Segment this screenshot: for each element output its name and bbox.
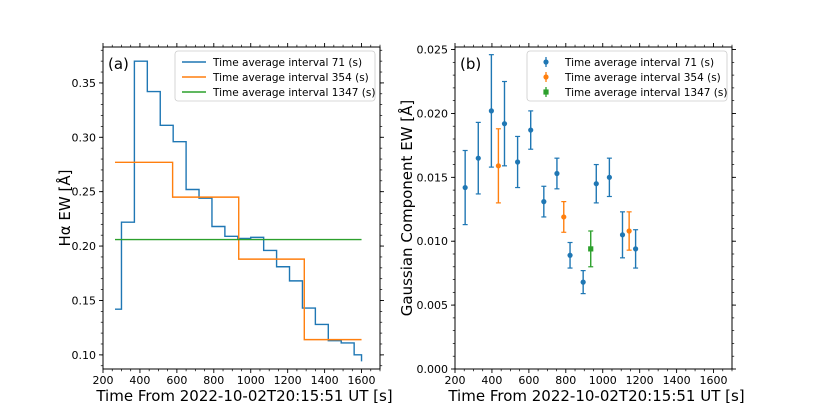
y-tick-label: 0.15 (72, 294, 97, 307)
legend: Time average interval 71 (s) Time average… (526, 50, 728, 102)
y-tick-label: 0.25 (72, 186, 97, 199)
data-layer (462, 54, 639, 295)
y-tick-label: 0.015 (417, 171, 449, 184)
x-tick-label: 1000 (589, 374, 617, 387)
x-tick-label: 200 (93, 374, 114, 387)
data-point (541, 199, 547, 205)
data-point (561, 214, 567, 220)
x-tick-label: 800 (555, 374, 576, 387)
panel-label: (b) (460, 55, 481, 73)
legend-swatch-marker (543, 89, 549, 95)
panel-b-scatter-chart: 200 400 600 800 1000 1200 1400 1600 0.000 0.005 0.… (397, 43, 745, 405)
y-tick-label: 0.35 (72, 77, 97, 90)
data-point (593, 181, 599, 187)
x-tick-label: 1600 (700, 374, 728, 387)
data-point (488, 108, 494, 114)
x-tick-label: 600 (166, 374, 187, 387)
data-point (626, 228, 632, 234)
data-point (580, 279, 586, 285)
y-axis-label: Hα EW [Å] (55, 170, 74, 247)
legend-frame (174, 50, 376, 102)
data-point (462, 184, 468, 191)
series-line-1 (115, 161, 362, 341)
y-tick-label: 0.020 (417, 107, 449, 120)
x-tick-label: 200 (445, 374, 466, 387)
y-tick-label: 0.000 (417, 363, 449, 376)
panel-label: (a) (108, 55, 129, 73)
legend-frame (526, 50, 728, 102)
x-tick-label: 400 (481, 374, 502, 387)
plot-frame (102, 46, 381, 370)
x-tick-label: 1000 (237, 374, 265, 387)
y-tick-label: 0.10 (72, 349, 97, 362)
legend-entry-label: Time average interval 71 (s) (564, 57, 714, 69)
x-tick-label: 1400 (663, 374, 691, 387)
x-tick-label: 600 (518, 374, 539, 387)
legend-swatch-marker (543, 59, 549, 65)
data-point (633, 246, 639, 252)
x-tick-label: 400 (129, 374, 150, 387)
data-point (528, 127, 534, 133)
x-tick-label: 800 (203, 374, 224, 387)
y-axis-label: Gaussian Component EW [Å] (397, 100, 416, 316)
legend-entry-label: Time average interval 354 (s) (212, 72, 369, 84)
legend-entry-label: Time average interval 1347 (s) (564, 87, 727, 99)
legend-swatch-marker (543, 74, 549, 80)
x-tick-label: 1200 (626, 374, 654, 387)
data-point (515, 159, 521, 165)
data-point (554, 170, 560, 177)
data-point (475, 155, 481, 161)
legend-entry-label: Time average interval 1347 (s) (212, 87, 375, 99)
y-tick-label: 0.010 (417, 235, 449, 248)
data-layer (115, 60, 363, 362)
data-point-square (588, 246, 594, 252)
panel-a-line-chart: 200 400 600 800 1000 1200 1400 1600 0.10 0.15 0.20… (55, 43, 393, 405)
y-tick-label: 0.025 (417, 44, 449, 57)
x-tick-label: 1400 (311, 374, 339, 387)
legend-entry-label: Time average interval 71 (s) (212, 57, 362, 69)
plot-frame (454, 46, 733, 370)
data-point (567, 252, 573, 258)
y-tick-label: 0.20 (72, 240, 97, 253)
data-point (495, 163, 501, 169)
data-point (606, 174, 612, 180)
y-tick-label: 0.005 (417, 299, 449, 312)
x-tick-label: 1200 (274, 374, 302, 387)
series-line-0 (115, 60, 363, 362)
y-tick-label: 0.30 (72, 131, 97, 144)
data-point (501, 121, 508, 127)
x-axis-label: Time From 2022-10-02T20:15:51 UT [s] (95, 387, 392, 405)
x-axis-label: Time From 2022-10-02T20:15:51 UT [s] (447, 387, 744, 405)
x-tick-label: 1600 (348, 374, 376, 387)
legend-entry-label: Time average interval 354 (s) (564, 72, 721, 84)
data-point (619, 232, 626, 238)
legend: Time average interval 71 (s) Time average… (174, 50, 376, 102)
